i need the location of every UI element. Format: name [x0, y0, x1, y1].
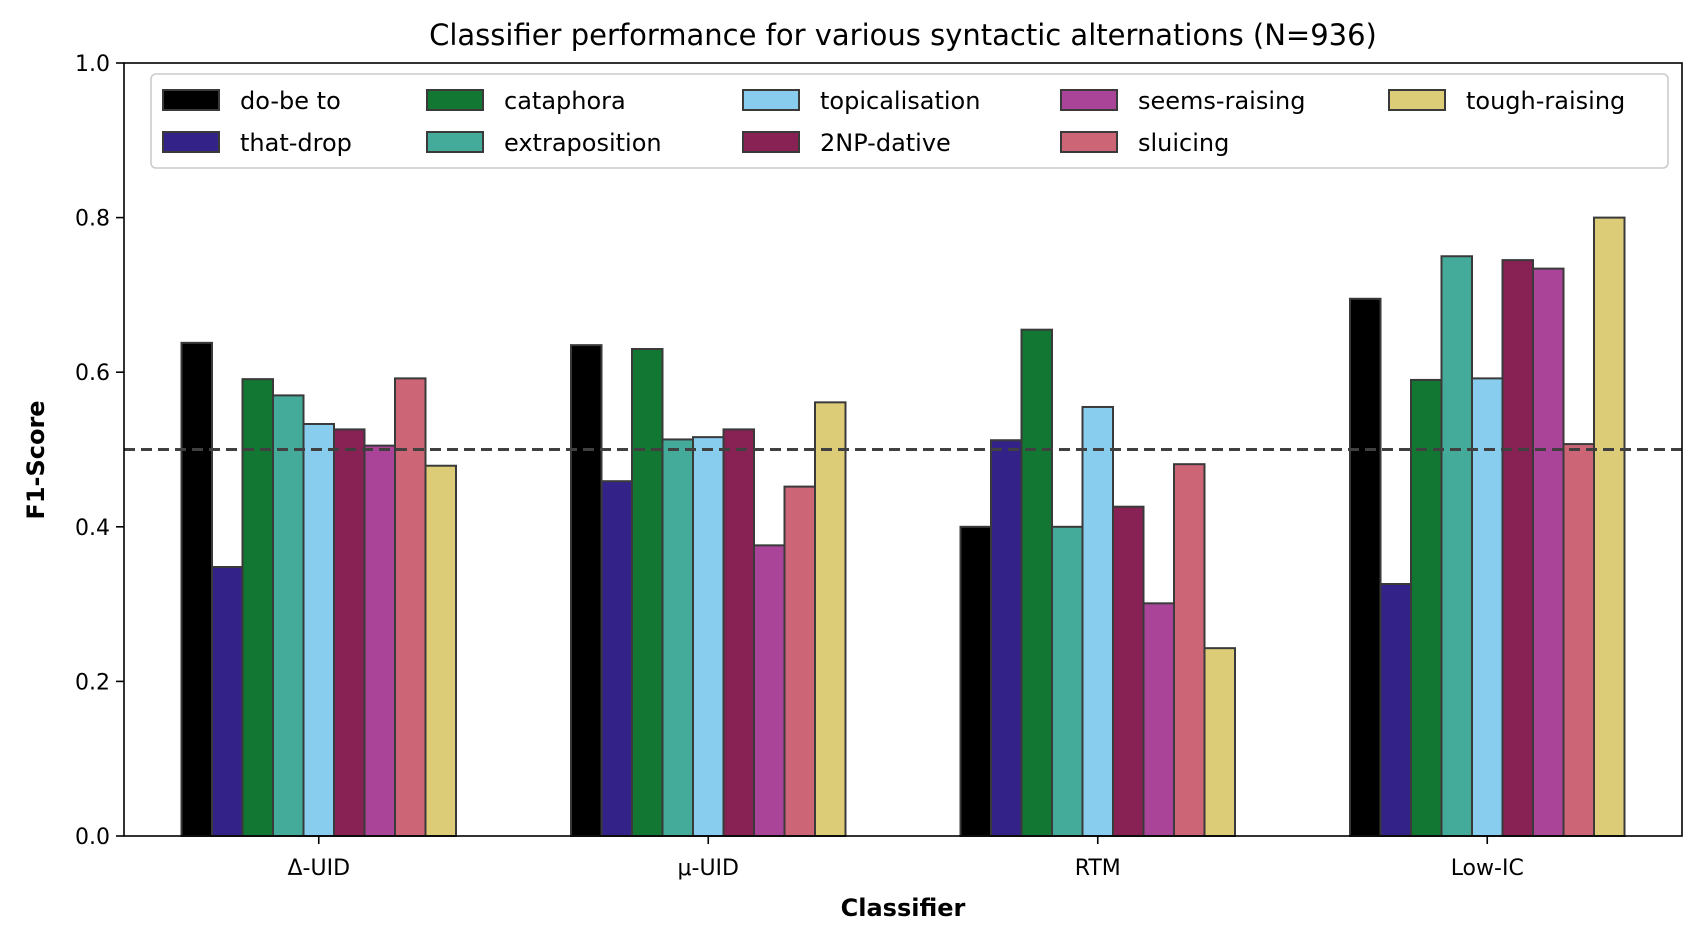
- x-axis: Δ-UID μ-UID RTM Low-IC: [287, 836, 1524, 881]
- bar-cataphora-0: [241, 378, 274, 837]
- legend: do-be to that-drop cataphora extraposition t…: [150, 73, 1669, 169]
- legend-swatch: [426, 89, 484, 111]
- bar-sluicing-0: [394, 377, 427, 837]
- x-tick-label: RTM: [1075, 856, 1121, 881]
- x-tick-label: Δ-UID: [287, 856, 350, 881]
- bar-do-be-to-1: [570, 344, 603, 837]
- legend-label: extraposition: [504, 129, 662, 157]
- bar-topicalisation-3: [1471, 377, 1504, 837]
- bar-tough-raising-2: [1203, 647, 1236, 838]
- legend-label: that-drop: [240, 129, 352, 157]
- bar-sluicing-3: [1562, 443, 1595, 837]
- bar-that-drop-1: [600, 480, 633, 837]
- bar-tough-raising-0: [424, 464, 457, 837]
- y-tick-label: 0.8: [75, 207, 110, 232]
- y-tick-label: 0.6: [75, 361, 110, 386]
- bar-seems-raising-0: [363, 444, 396, 837]
- chart-title: Classifier performance for various synta…: [429, 18, 1377, 52]
- bar-tough-raising-3: [1593, 216, 1626, 838]
- bar-that-drop-3: [1379, 583, 1412, 838]
- x-axis-title: Classifier: [841, 894, 966, 922]
- legend-swatch: [1060, 89, 1118, 111]
- y-tick-label: 0.2: [75, 670, 110, 695]
- bar-tough-raising-1: [814, 401, 847, 837]
- legend-swatch: [162, 89, 220, 111]
- bars-layer: [180, 216, 1626, 838]
- bar-sluicing-2: [1173, 463, 1206, 837]
- bar-sluicing-1: [783, 485, 816, 837]
- bar-topicalisation-1: [692, 436, 725, 837]
- legend-swatch: [162, 131, 220, 153]
- legend-label: seems-raising: [1138, 87, 1305, 115]
- bar-topicalisation-0: [302, 422, 335, 837]
- x-tick-label: Low-IC: [1451, 856, 1524, 881]
- bar-cataphora-3: [1410, 378, 1443, 837]
- bar-do-be-to-3: [1349, 297, 1382, 837]
- bar-seems-raising-3: [1532, 267, 1565, 838]
- bar-extraposition-3: [1440, 255, 1473, 837]
- bar-extraposition-0: [272, 394, 305, 837]
- bar-that-drop-0: [211, 565, 244, 837]
- legend-swatch: [742, 89, 800, 111]
- legend-label: 2NP-dative: [820, 129, 951, 157]
- x-tick-label: μ-UID: [678, 856, 739, 881]
- legend-label: cataphora: [504, 87, 626, 115]
- y-axis-title: F1-Score: [22, 400, 50, 519]
- legend-swatch: [1388, 89, 1446, 111]
- bar-2np-dative-2: [1112, 505, 1145, 837]
- y-tick-label: 0.0: [75, 825, 110, 850]
- bar-cataphora-1: [631, 348, 664, 837]
- legend-label: tough-raising: [1466, 87, 1625, 115]
- legend-label: topicalisation: [820, 87, 980, 115]
- bar-2np-dative-1: [722, 428, 755, 837]
- legend-swatch: [742, 131, 800, 153]
- bar-do-be-to-2: [959, 525, 992, 837]
- y-tick-label: 0.4: [75, 516, 110, 541]
- bar-2np-dative-0: [333, 428, 366, 837]
- legend-label: do-be to: [240, 87, 341, 115]
- legend-box: [150, 73, 1669, 169]
- bar-cataphora-2: [1020, 328, 1053, 837]
- bar-that-drop-2: [990, 439, 1023, 837]
- bar-seems-raising-1: [753, 544, 786, 837]
- bar-extraposition-1: [661, 438, 694, 837]
- legend-swatch: [426, 131, 484, 153]
- plot-frame: [123, 62, 1683, 837]
- legend-label: sluicing: [1138, 129, 1229, 157]
- y-axis: 0.0 0.2 0.4 0.6 0.8 1.0: [75, 52, 124, 850]
- bar-2np-dative-3: [1501, 259, 1534, 837]
- bar-seems-raising-2: [1142, 602, 1175, 838]
- legend-swatch: [1060, 131, 1118, 153]
- bar-do-be-to-0: [180, 341, 213, 837]
- bar-topicalisation-2: [1081, 405, 1114, 837]
- bar-extraposition-2: [1051, 525, 1084, 837]
- y-tick-label: 1.0: [75, 52, 110, 77]
